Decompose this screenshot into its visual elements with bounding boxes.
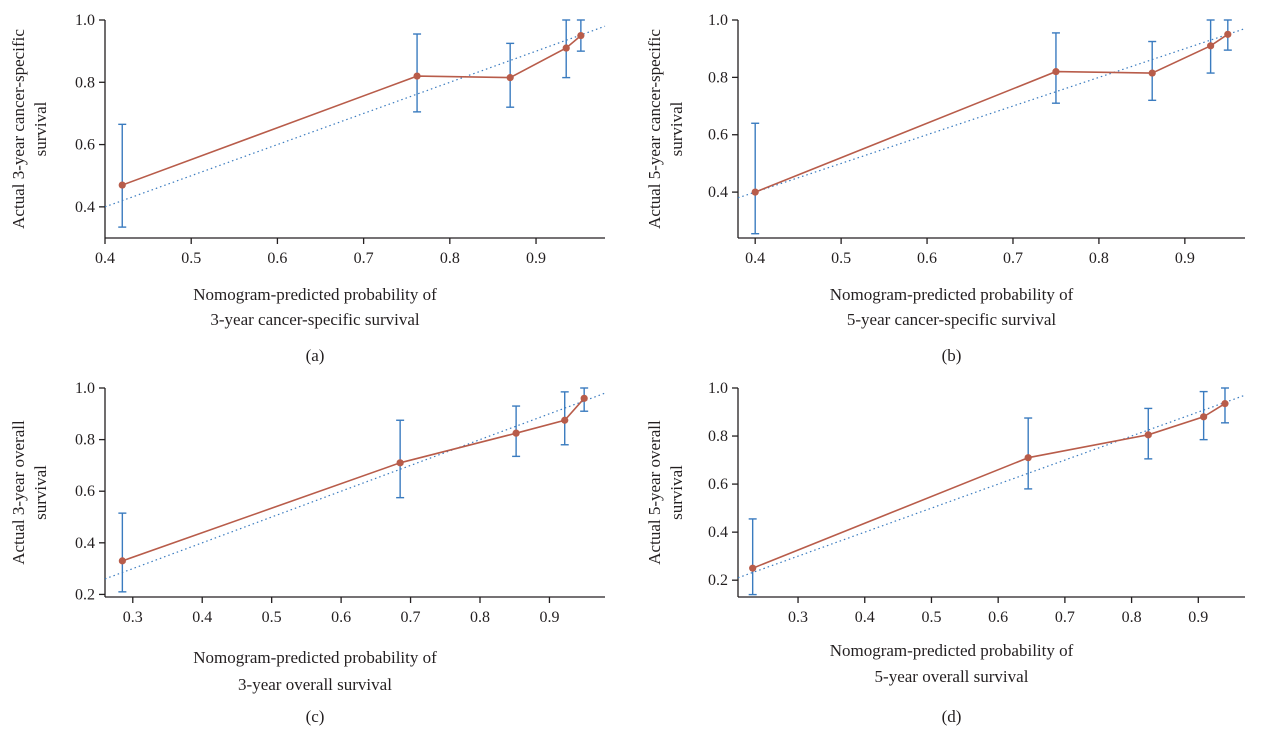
data-point — [506, 74, 514, 82]
panel-label: (d) — [942, 707, 962, 726]
x-tick-label: 0.6 — [988, 609, 1008, 626]
x-tick-label: 0.5 — [262, 609, 282, 626]
y-tick-label: 0.4 — [708, 524, 728, 541]
panel-label: (b) — [942, 346, 962, 365]
x-tick-label: 0.6 — [917, 250, 937, 267]
x-tick-label: 0.5 — [181, 250, 201, 267]
data-point — [118, 181, 126, 189]
y-tick-label: 0.6 — [75, 483, 95, 500]
ideal-diagonal — [737, 28, 1246, 199]
data-point — [577, 31, 585, 40]
data-point — [1024, 454, 1032, 462]
y-axis-title-line2: survival — [31, 465, 50, 520]
x-tick-label: 0.7 — [401, 609, 421, 626]
x-tick-label: 0.5 — [921, 609, 941, 626]
chart-panel-4: 0.3 0.4 0.5 0.6 0.7 0.8 0.9 0.2 0.4 0.6 0.8 1.0 Nomo… — [645, 380, 1246, 726]
x-tick-label: 0.4 — [855, 609, 875, 626]
x-tick-label: 0.4 — [95, 250, 115, 267]
y-tick-label: 0.4 — [708, 184, 728, 201]
data-point — [1052, 68, 1060, 76]
x-tick-label: 0.5 — [831, 250, 851, 267]
x-tick-label: 0.6 — [267, 250, 287, 267]
data-point — [396, 459, 404, 467]
x-tick-label: 0.9 — [539, 609, 559, 626]
y-tick-label: 1.0 — [75, 380, 95, 397]
x-axis-title-line1: Nomogram-predicted probability of — [193, 648, 437, 667]
data-point — [1144, 431, 1152, 439]
x-tick-label: 0.8 — [440, 250, 460, 267]
data-point — [1221, 400, 1229, 408]
data-point — [1148, 69, 1156, 77]
y-axis-title-line2: survival — [667, 465, 686, 520]
y-axis-title-line1: Actual 3-year cancer-specific — [9, 29, 28, 229]
data-point — [512, 429, 520, 437]
x-tick-label: 0.7 — [1055, 609, 1075, 626]
x-tick-label: 0.4 — [745, 250, 765, 267]
data-point — [1207, 42, 1215, 50]
y-tick-label: 0.8 — [708, 428, 728, 445]
x-axis-title-line2: 5-year overall survival — [875, 667, 1029, 686]
x-tick-label: 0.7 — [354, 250, 374, 267]
x-tick-label: 0.7 — [1003, 250, 1023, 267]
y-axis-title-line2: survival — [667, 101, 686, 156]
y-tick-label: 0.2 — [75, 586, 95, 603]
x-tick-label: 0.4 — [192, 609, 212, 626]
data-point — [1224, 30, 1232, 38]
y-axis-title-line1: Actual 5-year overall — [645, 420, 664, 565]
x-tick-label: 0.8 — [1122, 609, 1142, 626]
x-axis-title-line2: 5-year cancer-specific survival — [847, 310, 1056, 329]
data-point — [751, 188, 759, 196]
y-axis-title-line2: survival — [31, 101, 50, 156]
x-tick-label: 0.6 — [331, 609, 351, 626]
x-axis-title-line2: 3-year overall survival — [238, 675, 392, 694]
y-tick-label: 1.0 — [708, 12, 728, 29]
y-tick-label: 0.8 — [75, 432, 95, 449]
data-point — [118, 557, 126, 565]
y-axis-title-line1: Actual 5-year cancer-specific — [645, 29, 664, 229]
y-tick-label: 0.6 — [75, 137, 95, 154]
calibration-line — [122, 397, 585, 562]
y-tick-label: 0.8 — [708, 69, 728, 86]
data-point — [749, 564, 757, 572]
x-tick-label: 0.9 — [1175, 250, 1195, 267]
x-tick-label: 0.8 — [1089, 250, 1109, 267]
y-tick-label: 0.2 — [708, 572, 728, 589]
chart-panel-1: 0.4 0.5 0.6 0.7 0.8 0.9 0.4 0.6 0.8 1.0 Nomogram-p… — [9, 12, 606, 365]
x-tick-label: 0.9 — [526, 250, 546, 267]
y-tick-label: 0.4 — [75, 199, 95, 216]
ideal-diagonal — [104, 392, 606, 580]
y-tick-label: 0.8 — [75, 74, 95, 91]
panel-label: (c) — [306, 707, 325, 726]
chart-panel-2: 0.4 0.5 0.6 0.7 0.8 0.9 0.4 0.6 0.8 1.0 Nomogram-p… — [645, 12, 1246, 365]
chart-panel-3: 0.3 0.4 0.5 0.6 0.7 0.8 0.9 0.2 0.4 0.6 0.8 1.0 Nomo… — [9, 380, 606, 726]
ideal-diagonal — [737, 394, 1246, 579]
data-point — [562, 44, 570, 52]
x-tick-label: 0.8 — [470, 609, 490, 626]
x-tick-label: 0.3 — [788, 609, 808, 626]
x-axis-title-line1: Nomogram-predicted probability of — [830, 641, 1074, 660]
x-axis-title-line2: 3-year cancer-specific survival — [210, 310, 419, 329]
y-tick-label: 1.0 — [75, 12, 95, 29]
x-tick-label: 0.9 — [1188, 609, 1208, 626]
y-tick-label: 0.6 — [708, 127, 728, 144]
calibration-line — [121, 34, 582, 186]
y-tick-label: 1.0 — [708, 380, 728, 397]
x-axis-title-line1: Nomogram-predicted probability of — [830, 285, 1074, 304]
data-point — [413, 72, 421, 80]
y-tick-label: 0.6 — [708, 476, 728, 493]
ideal-diagonal — [104, 25, 606, 208]
data-point — [1200, 413, 1208, 421]
y-axis-title-line1: Actual 3-year overall — [9, 420, 28, 565]
panel-label: (a) — [306, 346, 325, 365]
x-tick-label: 0.3 — [123, 609, 143, 626]
x-axis-title-line1: Nomogram-predicted probability of — [193, 285, 437, 304]
y-tick-label: 0.4 — [75, 535, 95, 552]
data-point — [561, 416, 569, 424]
data-point — [580, 394, 588, 402]
